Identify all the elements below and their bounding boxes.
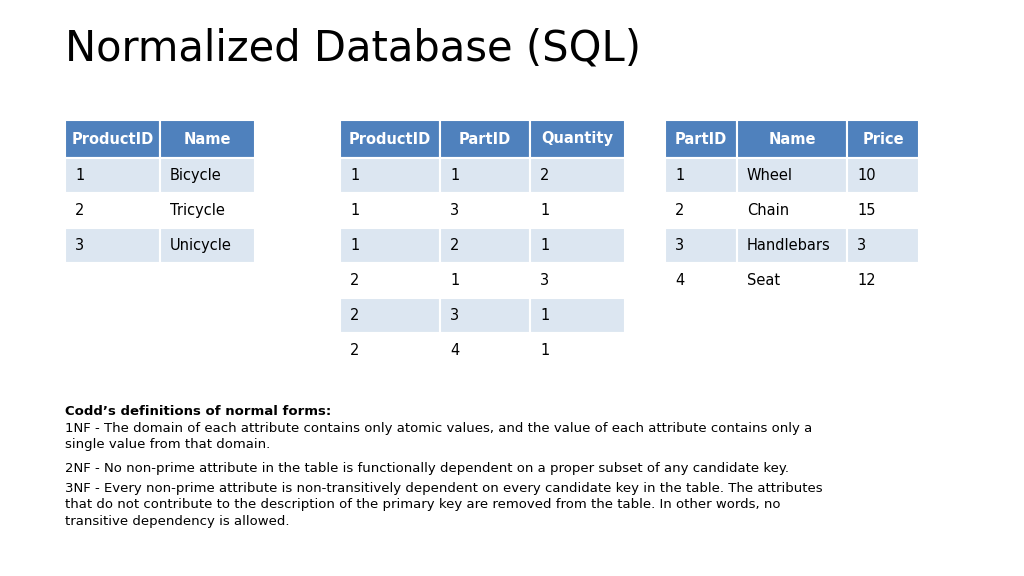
Bar — [440, 263, 530, 298]
Bar — [65, 120, 160, 158]
Text: Name: Name — [183, 131, 231, 146]
Text: 3: 3 — [675, 238, 684, 253]
Text: PartID: PartID — [459, 131, 511, 146]
Bar — [665, 120, 737, 158]
Bar — [847, 263, 919, 298]
Bar — [530, 298, 625, 333]
Text: Chain: Chain — [746, 203, 790, 218]
Bar — [340, 263, 440, 298]
Text: Tricycle: Tricycle — [170, 203, 225, 218]
Text: 2: 2 — [540, 168, 549, 183]
Bar — [847, 120, 919, 158]
Text: Handlebars: Handlebars — [746, 238, 830, 253]
Text: Seat: Seat — [746, 273, 780, 288]
Text: 1: 1 — [540, 343, 549, 358]
Text: 4: 4 — [675, 273, 684, 288]
Bar — [737, 120, 847, 158]
Text: Codd’s definitions of normal forms:: Codd’s definitions of normal forms: — [65, 405, 331, 418]
Text: 1: 1 — [675, 168, 684, 183]
Text: Bicycle: Bicycle — [170, 168, 222, 183]
Bar — [65, 263, 160, 298]
Bar — [340, 120, 440, 158]
Text: 3: 3 — [540, 273, 549, 288]
Text: 2: 2 — [350, 343, 359, 358]
Bar — [340, 228, 440, 263]
Text: PartID: PartID — [675, 131, 727, 146]
Text: 1NF - The domain of each attribute contains only atomic values, and the value of: 1NF - The domain of each attribute conta… — [65, 422, 812, 452]
Bar — [160, 193, 255, 228]
Text: 2: 2 — [450, 238, 460, 253]
Text: 3NF - Every non-prime attribute is non-transitively dependent on every candidate: 3NF - Every non-prime attribute is non-t… — [65, 482, 822, 528]
Bar — [65, 158, 160, 193]
Text: Normalized Database (SQL): Normalized Database (SQL) — [65, 28, 641, 70]
Text: 3: 3 — [857, 238, 866, 253]
Bar — [530, 193, 625, 228]
Bar — [160, 263, 255, 298]
Bar — [440, 333, 530, 368]
Bar — [440, 120, 530, 158]
Text: 2: 2 — [75, 203, 84, 218]
Bar — [737, 228, 847, 263]
Text: 1: 1 — [450, 168, 459, 183]
Text: ProductID: ProductID — [349, 131, 431, 146]
Text: 1: 1 — [350, 203, 359, 218]
Bar — [530, 228, 625, 263]
Bar — [665, 193, 737, 228]
Bar — [665, 158, 737, 193]
Text: 1: 1 — [450, 273, 459, 288]
Text: 10: 10 — [857, 168, 876, 183]
Text: 3: 3 — [75, 238, 84, 253]
Text: 15: 15 — [857, 203, 876, 218]
Text: 2: 2 — [675, 203, 684, 218]
Bar — [737, 193, 847, 228]
Bar — [340, 298, 440, 333]
Bar — [160, 228, 255, 263]
Bar — [847, 193, 919, 228]
Text: 1: 1 — [350, 238, 359, 253]
Text: 2: 2 — [350, 308, 359, 323]
Text: 1: 1 — [350, 168, 359, 183]
Bar — [440, 298, 530, 333]
Text: Wheel: Wheel — [746, 168, 793, 183]
Text: Unicycle: Unicycle — [170, 238, 231, 253]
Text: 3: 3 — [450, 203, 459, 218]
Text: 3: 3 — [450, 308, 459, 323]
Bar — [665, 263, 737, 298]
Bar — [340, 193, 440, 228]
Text: 4: 4 — [450, 343, 459, 358]
Text: ProductID: ProductID — [72, 131, 154, 146]
Bar — [530, 263, 625, 298]
Bar — [160, 120, 255, 158]
Text: 1: 1 — [75, 168, 84, 183]
Bar — [665, 228, 737, 263]
Text: 1: 1 — [540, 238, 549, 253]
Text: 1: 1 — [540, 308, 549, 323]
Text: 2: 2 — [350, 273, 359, 288]
Text: 2NF - No non-prime attribute in the table is functionally dependent on a proper : 2NF - No non-prime attribute in the tabl… — [65, 462, 790, 475]
Bar — [65, 193, 160, 228]
Text: Price: Price — [862, 131, 904, 146]
Bar — [340, 333, 440, 368]
Bar — [847, 228, 919, 263]
Bar — [530, 333, 625, 368]
Text: 1: 1 — [540, 203, 549, 218]
Bar — [440, 228, 530, 263]
Bar — [847, 158, 919, 193]
Text: 12: 12 — [857, 273, 876, 288]
Bar — [340, 158, 440, 193]
Text: Quantity: Quantity — [542, 131, 613, 146]
Bar — [737, 158, 847, 193]
Bar — [440, 193, 530, 228]
Bar — [737, 263, 847, 298]
Bar — [530, 158, 625, 193]
Bar — [440, 158, 530, 193]
Bar — [65, 228, 160, 263]
Bar — [160, 158, 255, 193]
Text: Name: Name — [768, 131, 816, 146]
Bar — [530, 120, 625, 158]
